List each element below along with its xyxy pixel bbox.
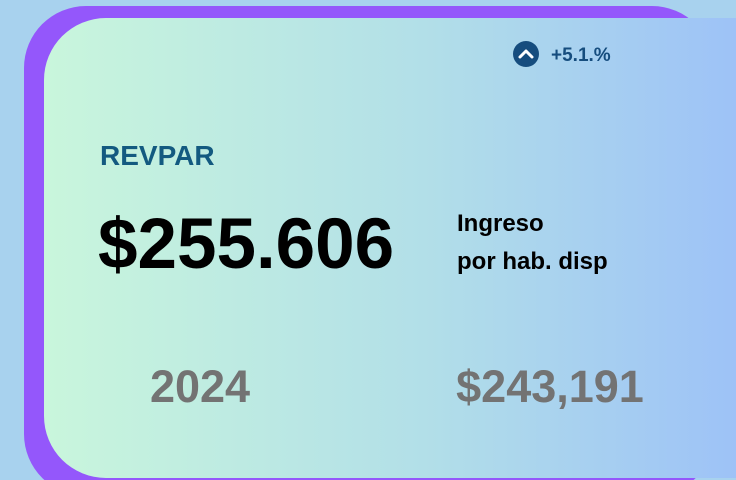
chevron-up (518, 49, 534, 59)
card-body (44, 18, 736, 478)
kpi-value: $255.606 (98, 205, 394, 284)
comparison-value: $243,191 (456, 361, 644, 412)
kpi-description: por hab. disp (457, 248, 608, 275)
kpi-description: Ingreso (457, 210, 544, 237)
comparison-year: 2024 (150, 361, 250, 412)
change-badge: +5.1.% (513, 41, 611, 67)
change-text: +5.1.% (551, 45, 611, 66)
change-icon (513, 41, 539, 67)
card-title: REVPAR (100, 140, 215, 171)
